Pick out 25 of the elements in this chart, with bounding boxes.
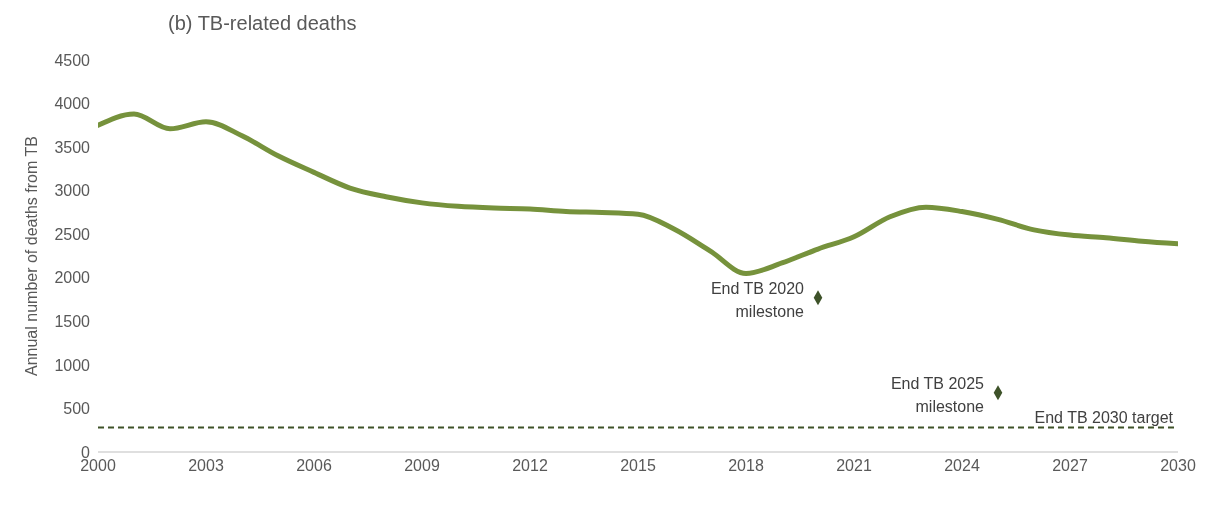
x-tick-label: 2030 [1160, 457, 1196, 475]
y-tick-label: 500 [63, 400, 91, 418]
y-tick-label: 1000 [54, 356, 91, 374]
y-tick-label: 3000 [54, 182, 91, 200]
y-tick-label: 2500 [54, 225, 91, 243]
x-tick-label: 2015 [620, 457, 656, 475]
x-tick-label: 2006 [296, 457, 332, 475]
x-tick-label: 2003 [188, 457, 224, 475]
x-tick-label: 2021 [836, 457, 872, 475]
x-tick-label: 2018 [728, 457, 764, 475]
x-tick-label: 2009 [404, 457, 440, 475]
y-tick-label: 4500 [54, 51, 91, 69]
y-axis-title: Annual number of deaths from TB [22, 136, 40, 376]
y-tick-label: 4000 [54, 95, 91, 113]
annotation: End TB 2025 milestone [890, 374, 985, 415]
x-tick-label: 2000 [80, 457, 116, 475]
y-tick-label: 3500 [54, 138, 91, 156]
y-tick-label: 2000 [54, 269, 91, 287]
x-tick-label: 2027 [1052, 457, 1088, 475]
annotation: End TB 2020 milestone [710, 279, 805, 320]
chart-title: (b) TB-related deaths [168, 12, 357, 35]
ref-line-label: End TB 2030 target [1034, 408, 1174, 426]
x-tick-label: 2024 [944, 457, 980, 475]
y-tick-label: 1500 [54, 313, 91, 331]
x-tick-label: 2012 [512, 457, 548, 475]
